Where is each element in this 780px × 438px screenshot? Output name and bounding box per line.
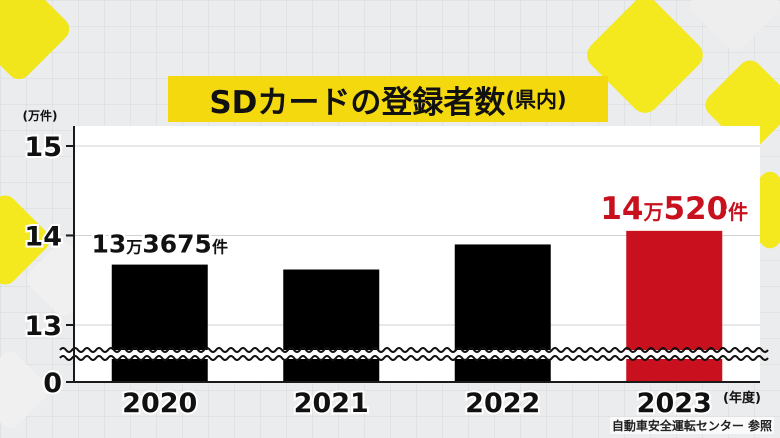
axis-break-gap bbox=[60, 350, 760, 359]
chart-subtitle: (県内) bbox=[505, 88, 567, 112]
data-label-2023: 14万520件 bbox=[600, 191, 748, 227]
x-tick-label-2023: 2023 bbox=[637, 388, 712, 419]
source-note: 自動車安全運転センター 参照 bbox=[609, 417, 774, 434]
y-tick-label: 14 bbox=[24, 222, 62, 253]
y-tick-label: 15 bbox=[24, 132, 62, 163]
x-tick-label-2022: 2022 bbox=[465, 388, 540, 419]
y-tick-label: 0 bbox=[43, 368, 62, 399]
axis-break-line bbox=[59, 347, 769, 353]
x-tick-label-2020: 2020 bbox=[122, 388, 197, 419]
bar-2020 bbox=[111, 264, 208, 382]
bar-2021 bbox=[283, 269, 380, 382]
y-axis-unit-label: (万件) bbox=[23, 108, 58, 123]
y-tick-label: 13 bbox=[24, 311, 62, 342]
data-label-2020: 13万3675件 bbox=[92, 230, 228, 259]
chart-title-box: SDカードの登録者数 (県内) bbox=[168, 76, 608, 122]
x-axis-unit-label: (年度) bbox=[723, 390, 761, 406]
x-tick-label-2021: 2021 bbox=[294, 388, 369, 419]
axis-break-line bbox=[59, 355, 769, 361]
bar-2022 bbox=[454, 244, 551, 382]
chart-title: SDカードの登録者数 bbox=[209, 84, 506, 121]
